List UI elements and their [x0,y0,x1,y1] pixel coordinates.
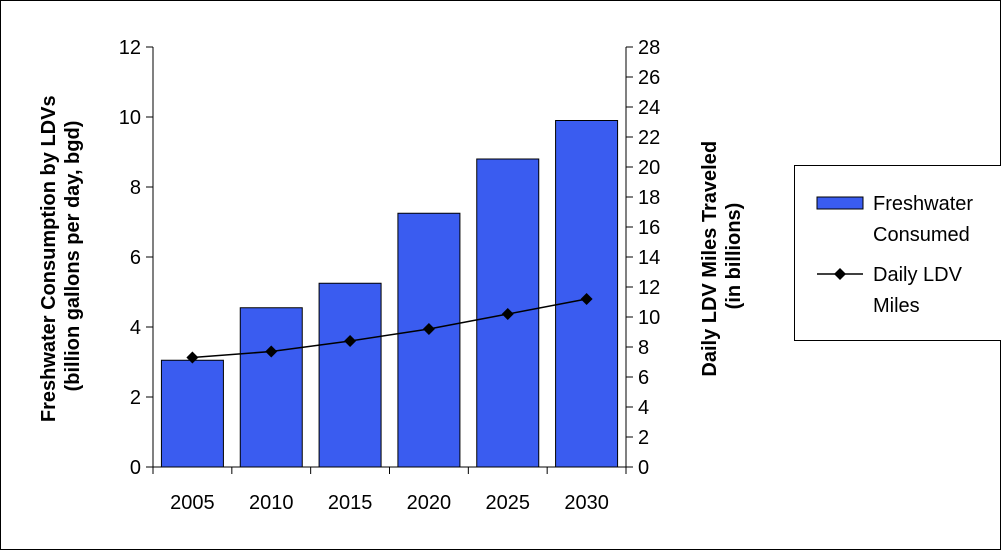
miles-point-2005 [186,351,199,364]
miles-point-2010 [265,345,278,358]
y-right-tick-label: 14 [638,247,660,269]
bar-2010 [239,307,303,468]
miles-point-2025 [501,308,514,320]
legend: Freshwater Consumed Daily LDV Miles [794,165,1001,341]
y-right-tick-label: 26 [638,67,660,89]
x-tick-label: 2020 [407,492,452,514]
y-right-tick-label: 10 [638,307,660,329]
y-left-tick-label: 0 [130,457,141,479]
legend-bar-swatch [816,196,864,210]
y-left-tick-label: 8 [130,177,141,199]
y-right-tick-label: 16 [638,217,660,239]
miles-point-2015 [344,335,357,347]
legend-diamond-marker [834,268,846,280]
y-right-tick-label: 28 [638,37,660,59]
x-tick-label: 2025 [486,492,531,514]
y-right-tick-label: 4 [638,397,649,419]
y-right-tick-label: 12 [638,277,660,299]
x-tick-label: 2010 [249,492,294,514]
x-tick-label: 2005 [170,492,215,514]
y-right-tick-label: 22 [638,127,660,149]
miles-line [192,298,587,359]
y-left-tick-label: 10 [119,107,141,129]
miles-point-2030 [580,293,593,305]
y-left-tick-label: 6 [130,247,141,269]
line-series [186,293,593,364]
y-right-tick-label: 18 [638,187,660,209]
y-right-tick-label: 24 [638,97,660,119]
y-left-tick-label: 2 [130,387,141,409]
y-left-axis-title: Freshwater Consumption by LDVs (billion … [38,90,84,422]
legend-bar-label: Freshwater Consumed [873,193,979,246]
bar-2005 [160,359,224,468]
y-right-tick-label: 20 [638,157,660,179]
y-right-tick-label: 2 [638,427,649,449]
x-tick-label: 2030 [564,492,609,514]
y-right-tick-label: 8 [638,337,649,359]
y-right-tick-label: 0 [638,457,649,479]
bar-2015 [318,282,382,468]
legend-line-label: Daily LDV Miles [873,264,967,317]
y-left-tick-label: 12 [119,37,141,59]
y-left-tick-label: 4 [130,317,141,339]
y-right-axis-title: Daily LDV Miles Traveled (in billions) [699,135,745,376]
axes [146,46,633,474]
x-tick-label: 2015 [328,492,373,514]
legend-box [794,165,1001,341]
y-right-tick-label: 6 [638,367,649,389]
bar-series [160,120,619,468]
bar-2020 [397,212,461,468]
miles-point-2020 [422,323,435,335]
